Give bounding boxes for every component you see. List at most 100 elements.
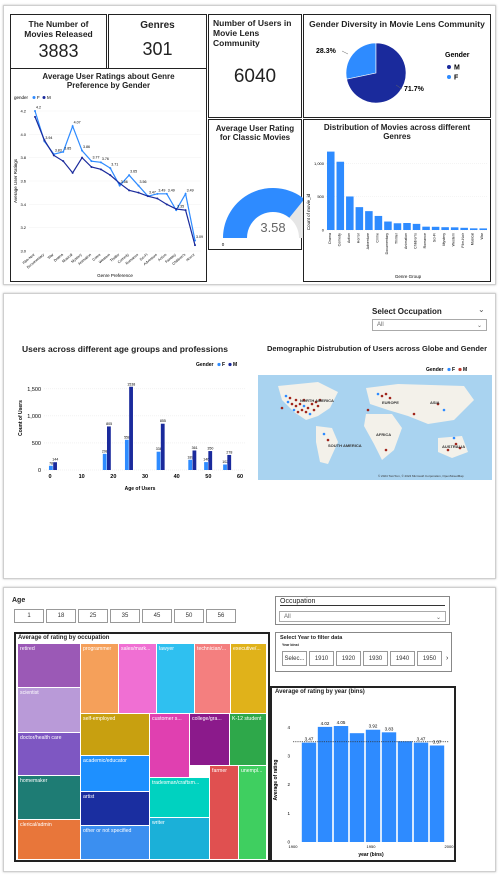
year-bar[interactable]: [398, 741, 412, 842]
age-button-25[interactable]: 25: [78, 609, 108, 623]
year-button-5[interactable]: 1950: [417, 651, 442, 666]
line-point[interactable]: [62, 151, 64, 153]
line-point[interactable]: [156, 193, 158, 195]
year-bar[interactable]: [430, 745, 444, 842]
map-user-marker[interactable]: [367, 409, 370, 412]
treemap-tile[interactable]: doctor/health care: [18, 733, 80, 775]
line-point[interactable]: [166, 193, 168, 195]
age-bar-m[interactable]: [208, 451, 212, 470]
map-user-marker[interactable]: [303, 405, 306, 408]
line-point[interactable]: [138, 185, 140, 187]
treemap-tile[interactable]: self-employed: [81, 714, 149, 755]
dist-bar[interactable]: [432, 227, 440, 230]
dist-bar[interactable]: [451, 227, 459, 230]
treemap-tile[interactable]: homemaker: [18, 776, 80, 819]
age-bar-m[interactable]: [53, 462, 57, 470]
line-point[interactable]: [72, 125, 74, 127]
line-point[interactable]: [81, 157, 83, 159]
map-user-marker[interactable]: [317, 405, 320, 408]
map-user-marker[interactable]: [453, 437, 456, 440]
age-button-56[interactable]: 56: [206, 609, 236, 623]
genre-distribution-card[interactable]: Distribution of Movies across different …: [303, 119, 491, 282]
dist-bar[interactable]: [403, 223, 411, 230]
map-user-marker[interactable]: [287, 401, 290, 404]
age-bar-f[interactable]: [223, 464, 227, 470]
map-user-marker[interactable]: [443, 409, 446, 412]
year-button-4[interactable]: 1940: [390, 651, 415, 666]
age-bar-m[interactable]: [161, 424, 165, 470]
line-point[interactable]: [156, 198, 158, 200]
line-point[interactable]: [34, 116, 36, 118]
line-point[interactable]: [53, 154, 55, 156]
age-button-1[interactable]: 1: [14, 609, 44, 623]
treemap-tile[interactable]: college/gra...: [190, 714, 229, 765]
line-point[interactable]: [185, 209, 187, 211]
age-button-50[interactable]: 50: [174, 609, 204, 623]
year-bar[interactable]: [302, 743, 316, 842]
map-user-marker[interactable]: [323, 433, 326, 436]
year-bar[interactable]: [382, 732, 396, 842]
dist-bar[interactable]: [346, 196, 354, 230]
year-bar[interactable]: [334, 726, 348, 842]
map-user-marker[interactable]: [377, 393, 380, 396]
map-user-marker[interactable]: [447, 449, 450, 452]
year-bar[interactable]: [318, 727, 332, 842]
map-user-marker[interactable]: [285, 395, 288, 398]
year-button-0[interactable]: Selec...: [282, 651, 307, 666]
age-bar-f[interactable]: [157, 452, 161, 470]
treemap-tile[interactable]: customer s...: [150, 714, 189, 777]
map-user-marker[interactable]: [313, 409, 316, 412]
dist-bar[interactable]: [422, 227, 430, 230]
map-user-marker[interactable]: [301, 409, 304, 412]
year-bar[interactable]: [414, 743, 428, 842]
line-point[interactable]: [34, 110, 36, 112]
avg-rating-genre-card[interactable]: Average User Ratings about Genre Prefere…: [10, 68, 207, 282]
dist-bar[interactable]: [356, 207, 364, 230]
map-user-marker[interactable]: [291, 403, 294, 406]
line-point[interactable]: [138, 192, 140, 194]
line-series-f[interactable]: [35, 111, 195, 241]
dist-bar[interactable]: [384, 222, 392, 230]
dist-bar[interactable]: [470, 228, 478, 230]
treemap-tile[interactable]: writer: [150, 818, 209, 859]
genres-card[interactable]: Genres 301: [108, 14, 207, 72]
occupation-slicer-chevron[interactable]: ⌄: [478, 305, 485, 314]
line-point[interactable]: [109, 174, 111, 176]
age-button-45[interactable]: 45: [142, 609, 172, 623]
treemap-tile[interactable]: clerical/admin: [18, 820, 80, 859]
map-user-marker[interactable]: [327, 439, 330, 442]
year-button-2[interactable]: 1920: [336, 651, 361, 666]
chevron-right-icon[interactable]: ›: [446, 655, 448, 662]
dist-bar[interactable]: [394, 223, 402, 230]
treemap-tile[interactable]: executive/...: [231, 644, 266, 713]
line-point[interactable]: [100, 168, 102, 170]
treemap-tile[interactable]: farmer: [210, 766, 238, 859]
dist-bar[interactable]: [327, 152, 335, 230]
age-bar-m[interactable]: [107, 426, 111, 470]
line-point[interactable]: [72, 172, 74, 174]
year-button-3[interactable]: 1930: [363, 651, 388, 666]
treemap-tile[interactable]: sales/mark...: [119, 644, 156, 713]
occupation-slicer-select[interactable]: All ⌄: [279, 611, 446, 622]
map-user-marker[interactable]: [413, 413, 416, 416]
treemap-tile[interactable]: other or not specified: [81, 826, 149, 859]
treemap-tile[interactable]: unempl...: [239, 766, 266, 859]
line-point[interactable]: [128, 174, 130, 176]
map-user-marker[interactable]: [381, 395, 384, 398]
map-user-marker[interactable]: [299, 403, 302, 406]
age-button-18[interactable]: 18: [46, 609, 76, 623]
line-point[interactable]: [62, 160, 64, 162]
treemap-tile[interactable]: tradesman/craftsm...: [150, 778, 209, 817]
line-point[interactable]: [90, 160, 92, 162]
map-user-marker[interactable]: [281, 407, 284, 410]
occupation-select[interactable]: All ⌄: [372, 319, 487, 331]
year-bar[interactable]: [366, 730, 380, 842]
users-card[interactable]: Number of Users in Movie Lens Community …: [208, 14, 302, 118]
age-bar-m[interactable]: [129, 387, 133, 470]
line-point[interactable]: [81, 150, 83, 152]
treemap-tile[interactable]: K-12 student: [230, 714, 266, 765]
age-bar-f[interactable]: [125, 440, 129, 470]
map-user-marker[interactable]: [305, 411, 308, 414]
year-bar[interactable]: [350, 733, 364, 842]
dist-bar[interactable]: [460, 228, 468, 230]
